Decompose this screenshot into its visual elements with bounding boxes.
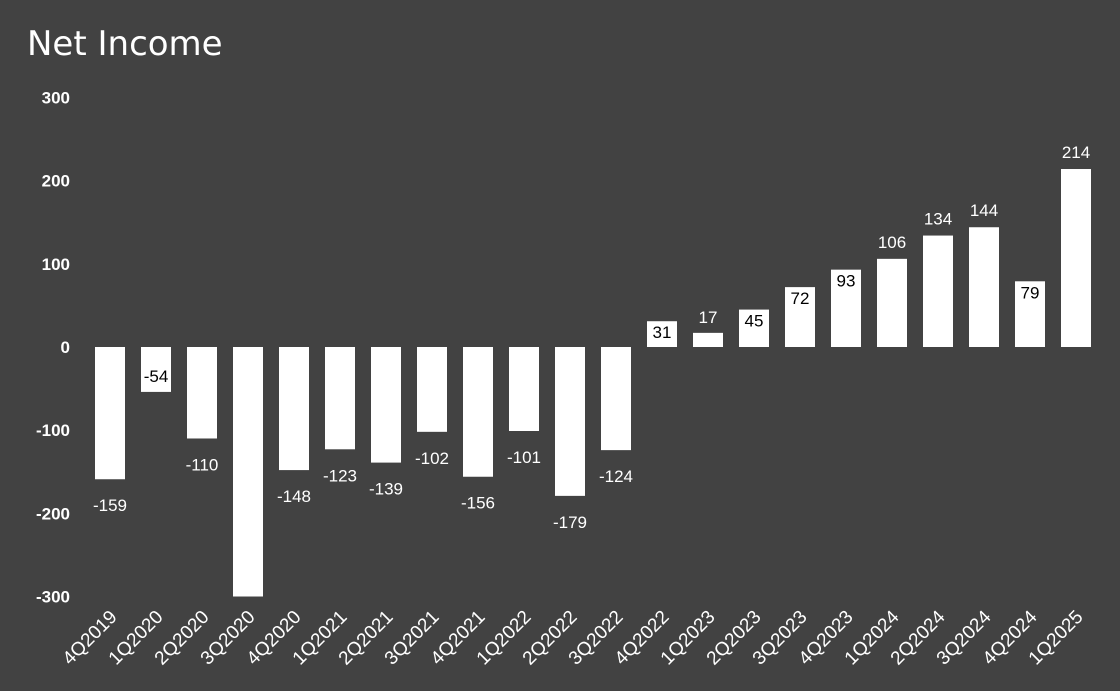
data-label: 79 [1021,283,1040,302]
y-tick-label: -200 [36,504,70,523]
data-label: 31 [653,323,672,342]
data-label: -156 [461,494,495,513]
y-tick-label: 100 [42,255,70,274]
bar [187,347,217,439]
bars [95,169,1091,597]
data-label: -179 [553,513,587,532]
data-label: -148 [277,487,311,506]
data-label: -101 [507,448,541,467]
y-tick-label: -100 [36,421,70,440]
data-label: -123 [323,466,357,485]
bar [509,347,539,432]
bar [877,258,907,347]
y-tick-label: -300 [36,588,70,607]
data-label: 106 [878,233,906,252]
data-label: 134 [924,210,952,229]
data-label: 72 [791,289,810,308]
data-label: -124 [599,467,633,486]
bar [95,347,125,480]
data-label: 93 [837,272,856,291]
bar [693,332,723,347]
bar [831,269,861,347]
bar [923,235,953,347]
data-label: 214 [1062,143,1090,162]
bar [555,347,585,496]
data-label: 17 [699,308,718,327]
data-label: -110 [186,455,219,474]
bar [785,287,815,347]
bar [325,347,355,450]
y-tick-label: 300 [42,88,70,107]
bar [969,227,999,347]
y-tick-label: 0 [61,338,70,357]
bar [279,347,309,471]
data-labels: -159 -54 -110 -148 -123 -139 -102 -156 -101 -179 -… [93,143,1090,532]
bar [141,347,171,392]
data-label: -102 [415,449,449,468]
bar [601,347,631,451]
bar [233,347,263,597]
bar [647,321,677,347]
y-axis: 300 200 100 0 -100 -200 -300 [36,88,70,606]
y-tick-label: 200 [42,172,70,191]
bar [463,347,493,477]
bar [371,347,401,463]
data-label: -54 [144,367,169,386]
bar [417,347,447,432]
x-axis: 4Q20191Q20202Q20203Q20204Q20201Q20212Q20… [59,606,1088,669]
data-label: 144 [970,201,998,220]
chart-title: Net Income [27,24,223,64]
data-label: -139 [369,480,403,499]
bar [739,309,769,347]
data-label: -159 [93,496,127,515]
bar [1015,281,1045,347]
data-label: 45 [745,312,764,331]
bar [1061,169,1091,347]
